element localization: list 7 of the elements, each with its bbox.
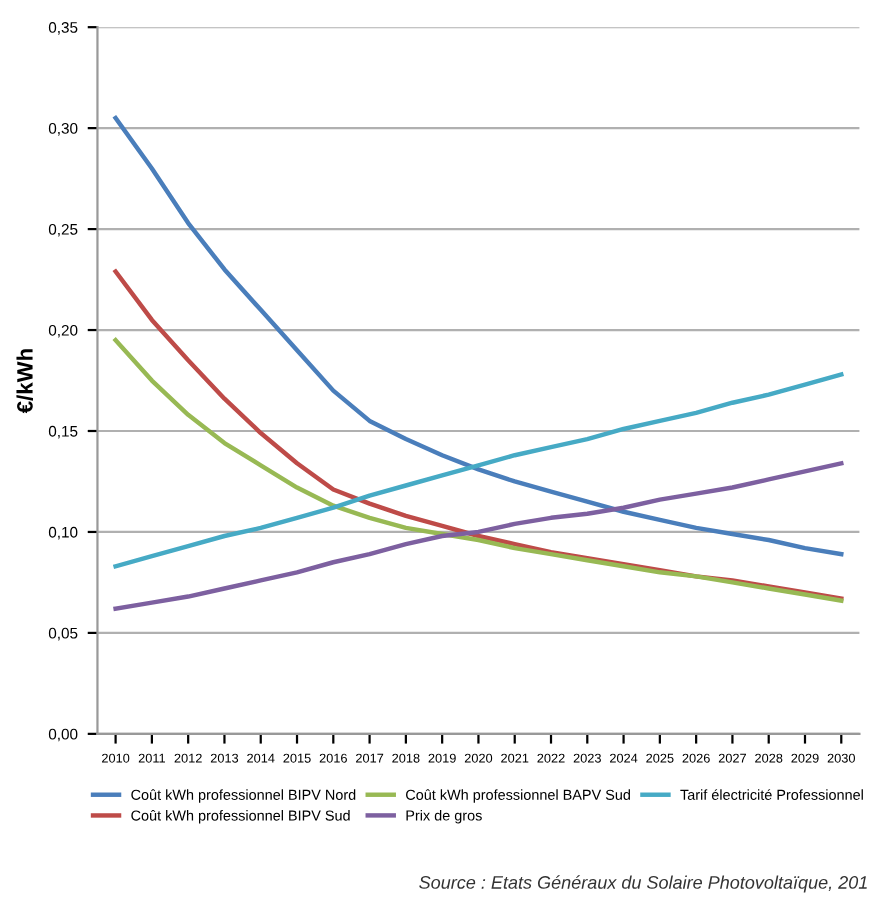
y-axis-title: €/kWh [16,349,34,414]
source-note: Source : Etats Généraux du Solaire Photovoltaïque, 201 [419,875,867,893]
line-series [113,337,844,603]
line-series [113,461,844,611]
line-series [113,115,844,557]
line-series [113,372,844,569]
line-series [113,269,844,601]
